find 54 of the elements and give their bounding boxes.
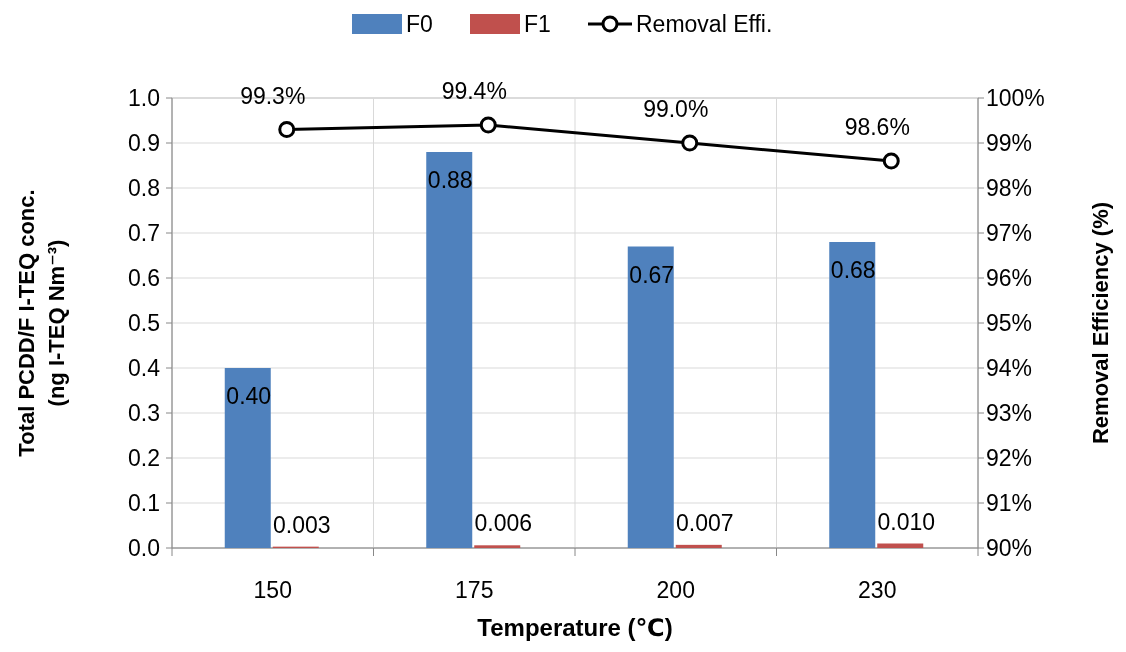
y2-tick-label: 90% [986, 535, 1033, 562]
data-label: 0.010 [877, 508, 936, 535]
data-label: 0.68 [830, 257, 876, 283]
data-label: 99.4% [441, 78, 507, 104]
y2-tick-label: 94% [986, 355, 1033, 382]
data-label: 0.003 [272, 511, 331, 538]
y-tick-label: 1.0 [128, 85, 160, 112]
bar [675, 544, 722, 548]
data-label: 0.88 [427, 167, 473, 193]
y-tick-label: 0.4 [128, 355, 161, 382]
y-tick-label: 0.9 [128, 130, 160, 157]
x-tick-label: 200 [656, 577, 695, 603]
y-tick-label: 0.5 [128, 310, 160, 337]
x-axis-title: Temperature (℃) [477, 614, 673, 641]
data-label: 0.67 [629, 261, 675, 288]
x-tick-label: 150 [253, 577, 292, 603]
y2-tick-label: 97% [986, 220, 1033, 247]
x-tick-label: 175 [455, 577, 494, 603]
data-label: 98.6% [844, 114, 910, 140]
legend-label: Removal Effi. [636, 11, 773, 38]
y2-tick-label: 92% [986, 445, 1033, 472]
bar [829, 242, 876, 548]
y2-tick-label: 98% [986, 175, 1033, 202]
legend-label: F0 [406, 11, 433, 38]
y2-tick-label: 100% [986, 85, 1045, 112]
data-label: 99.0% [643, 96, 709, 122]
bar [224, 368, 271, 548]
data-label: 0.40 [226, 383, 272, 409]
point [278, 121, 296, 138]
y-tick-label: 0.6 [128, 265, 160, 292]
y2-axis-title: Removal Efficiency (%) [1088, 201, 1113, 445]
data-label: 0.006 [474, 510, 533, 537]
y-axis-title: Total PCDD/F I-TEQ conc. (ng I-TEQ Nm⁻³) [14, 189, 69, 457]
x-tick-label: 230 [858, 577, 897, 603]
y-tick-label: 0.7 [128, 220, 160, 247]
y2-tick-label: 96% [986, 265, 1033, 292]
bar [474, 545, 521, 548]
y-tick-label: 0.0 [128, 535, 160, 562]
point [479, 116, 497, 134]
point [681, 134, 699, 152]
data-label: 99.3% [240, 82, 306, 109]
y-tick-label: 0.2 [128, 445, 160, 472]
y-tick-label: 0.3 [128, 400, 160, 427]
y2-tick-label: 99% [986, 130, 1033, 157]
legend-label: F1 [524, 11, 551, 38]
y2-tick-label: 95% [986, 310, 1033, 337]
bar [627, 246, 674, 548]
y2-tick-label: 93% [986, 400, 1033, 427]
data-label: 0.007 [675, 509, 734, 536]
point [882, 152, 900, 170]
bar [426, 152, 473, 548]
y-tick-label: 0.8 [128, 175, 160, 202]
y-tick-label: 0.1 [128, 490, 160, 517]
y2-tick-label: 91% [986, 490, 1033, 517]
